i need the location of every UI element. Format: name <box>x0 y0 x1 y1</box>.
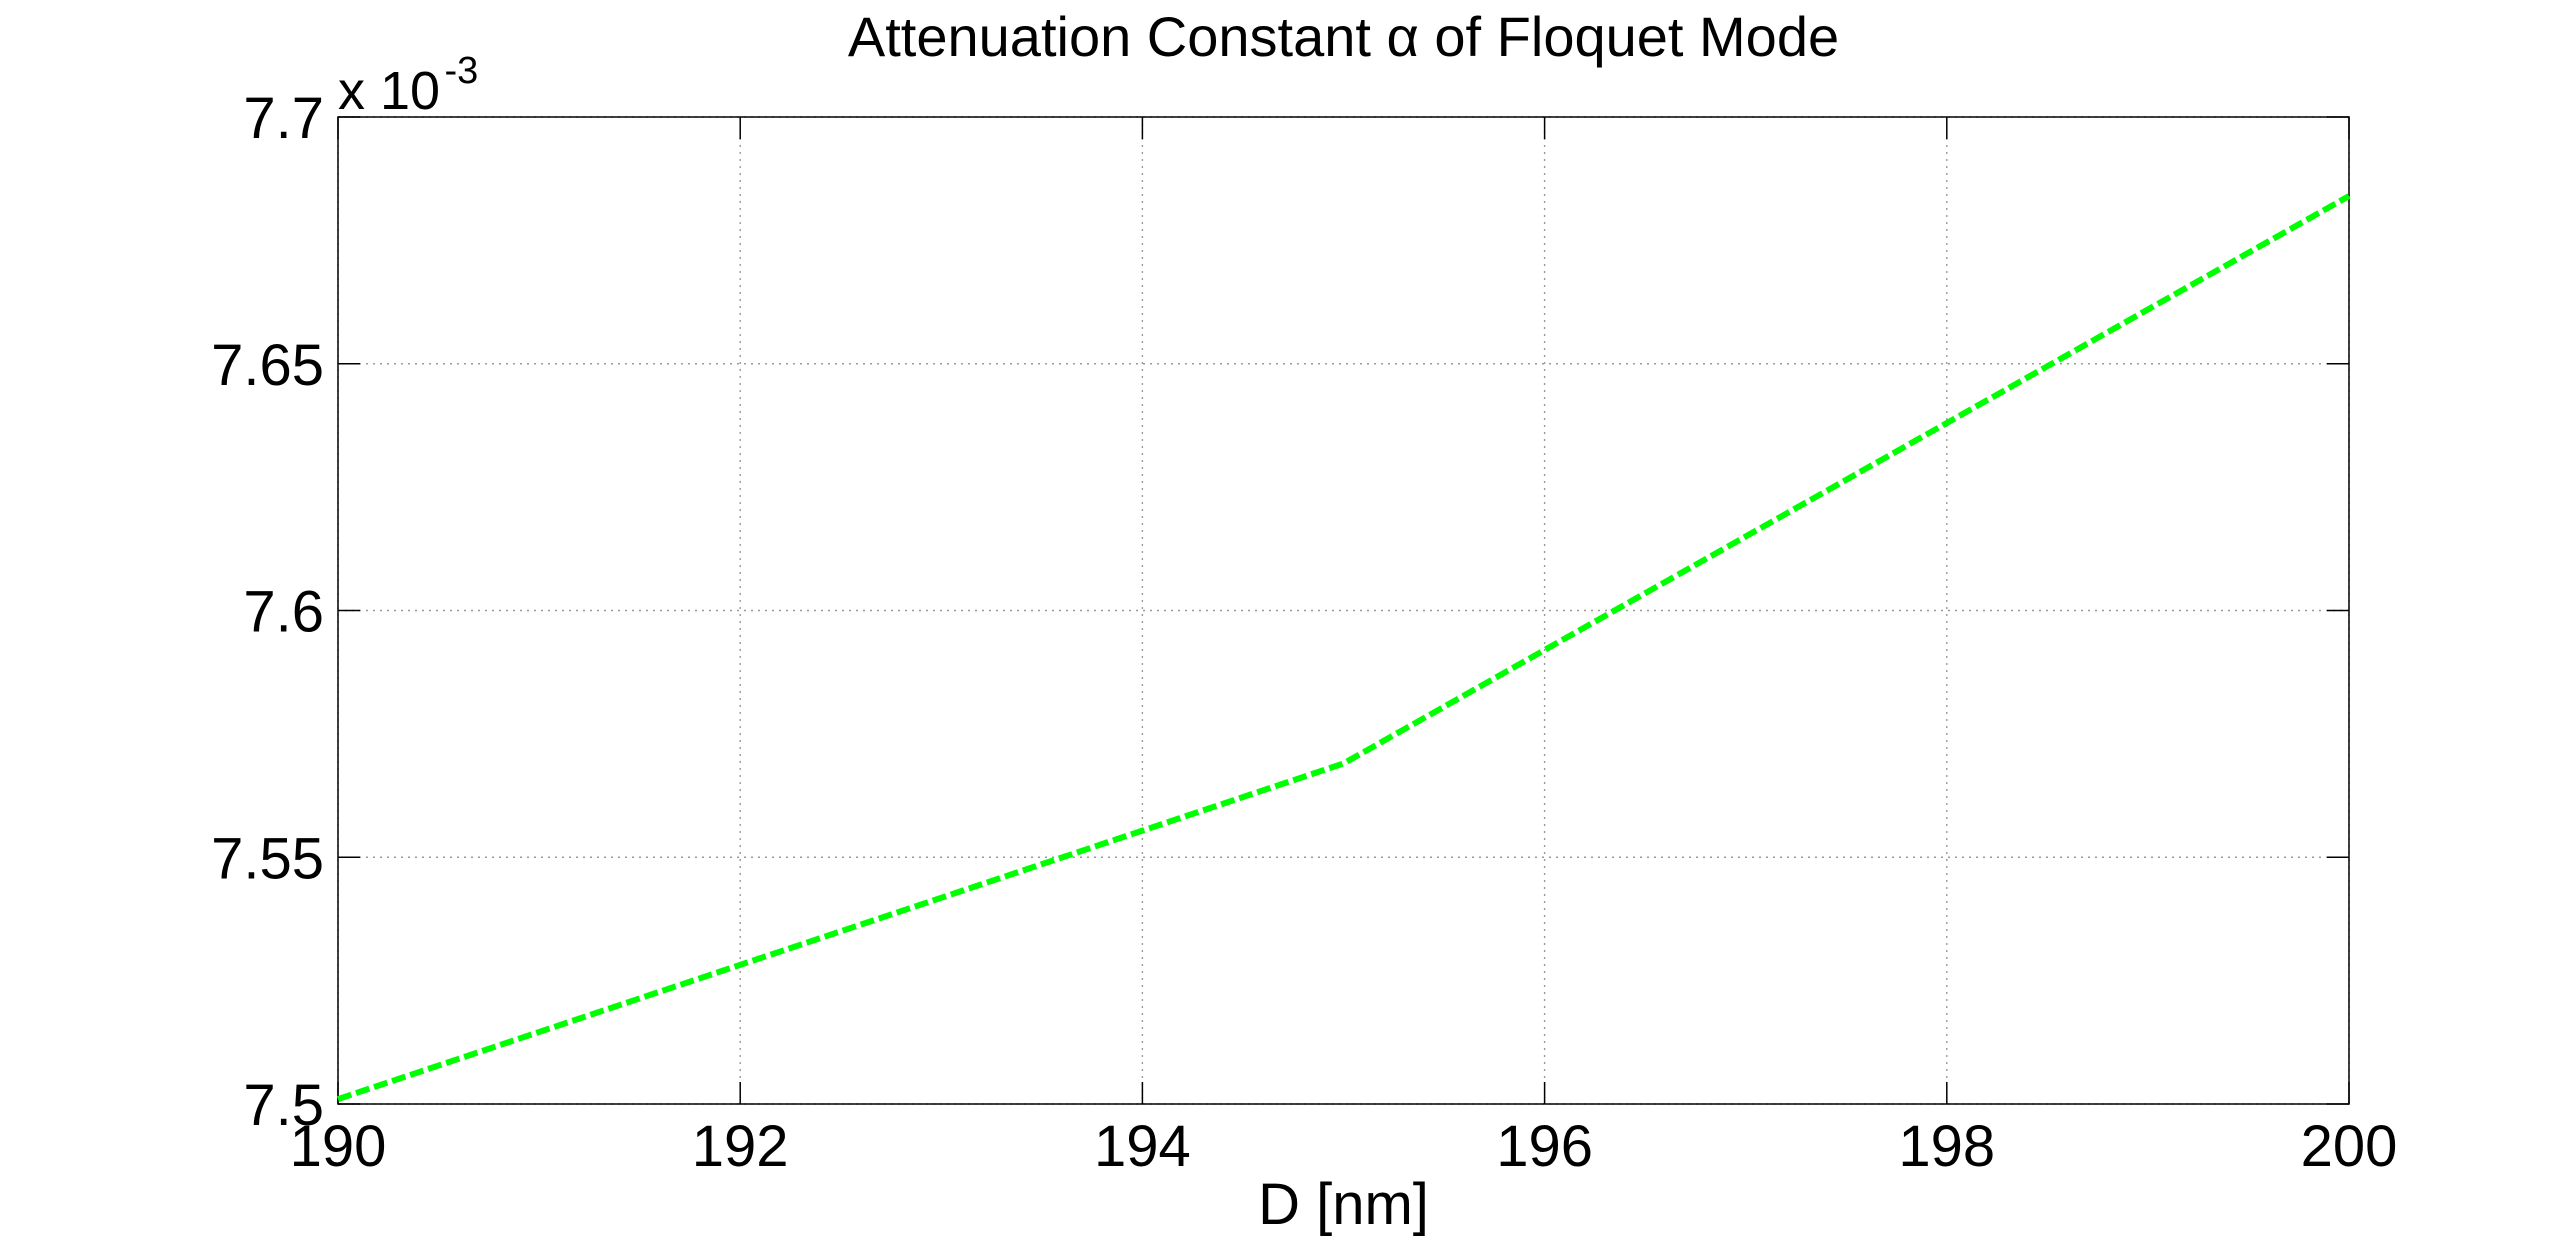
y-tick-label: 7.7 <box>243 86 324 151</box>
x-tick-label: 190 <box>290 1114 387 1179</box>
y-exponent-power: -3 <box>445 50 479 92</box>
series-layer <box>337 193 2351 1102</box>
chart-title: Attenuation Constant α of Floquet Mode <box>848 5 1839 68</box>
x-tick-label: 196 <box>1496 1114 1593 1179</box>
y-exponent-base: x 10 <box>338 61 440 121</box>
ticks-layer: 190 192 194 196 198 200 7.5 7.55 7.6 7.65 7.7 <box>211 86 2397 1179</box>
y-tick-label: 7.5 <box>243 1073 324 1138</box>
x-tick-label: 198 <box>1898 1114 1995 1179</box>
y-tick-label: 7.55 <box>211 826 324 891</box>
y-tick-label: 7.65 <box>211 333 324 398</box>
x-tick-label: 192 <box>692 1114 789 1179</box>
y-tick-label: 7.6 <box>243 580 324 645</box>
x-tick-label: 194 <box>1094 1114 1191 1179</box>
series-line <box>337 193 2351 1102</box>
x-tick-label: 200 <box>2301 1114 2398 1179</box>
y-axis-exponent: x 10 -3 <box>338 50 478 121</box>
x-axis-label: D [nm] <box>1258 1172 1429 1237</box>
